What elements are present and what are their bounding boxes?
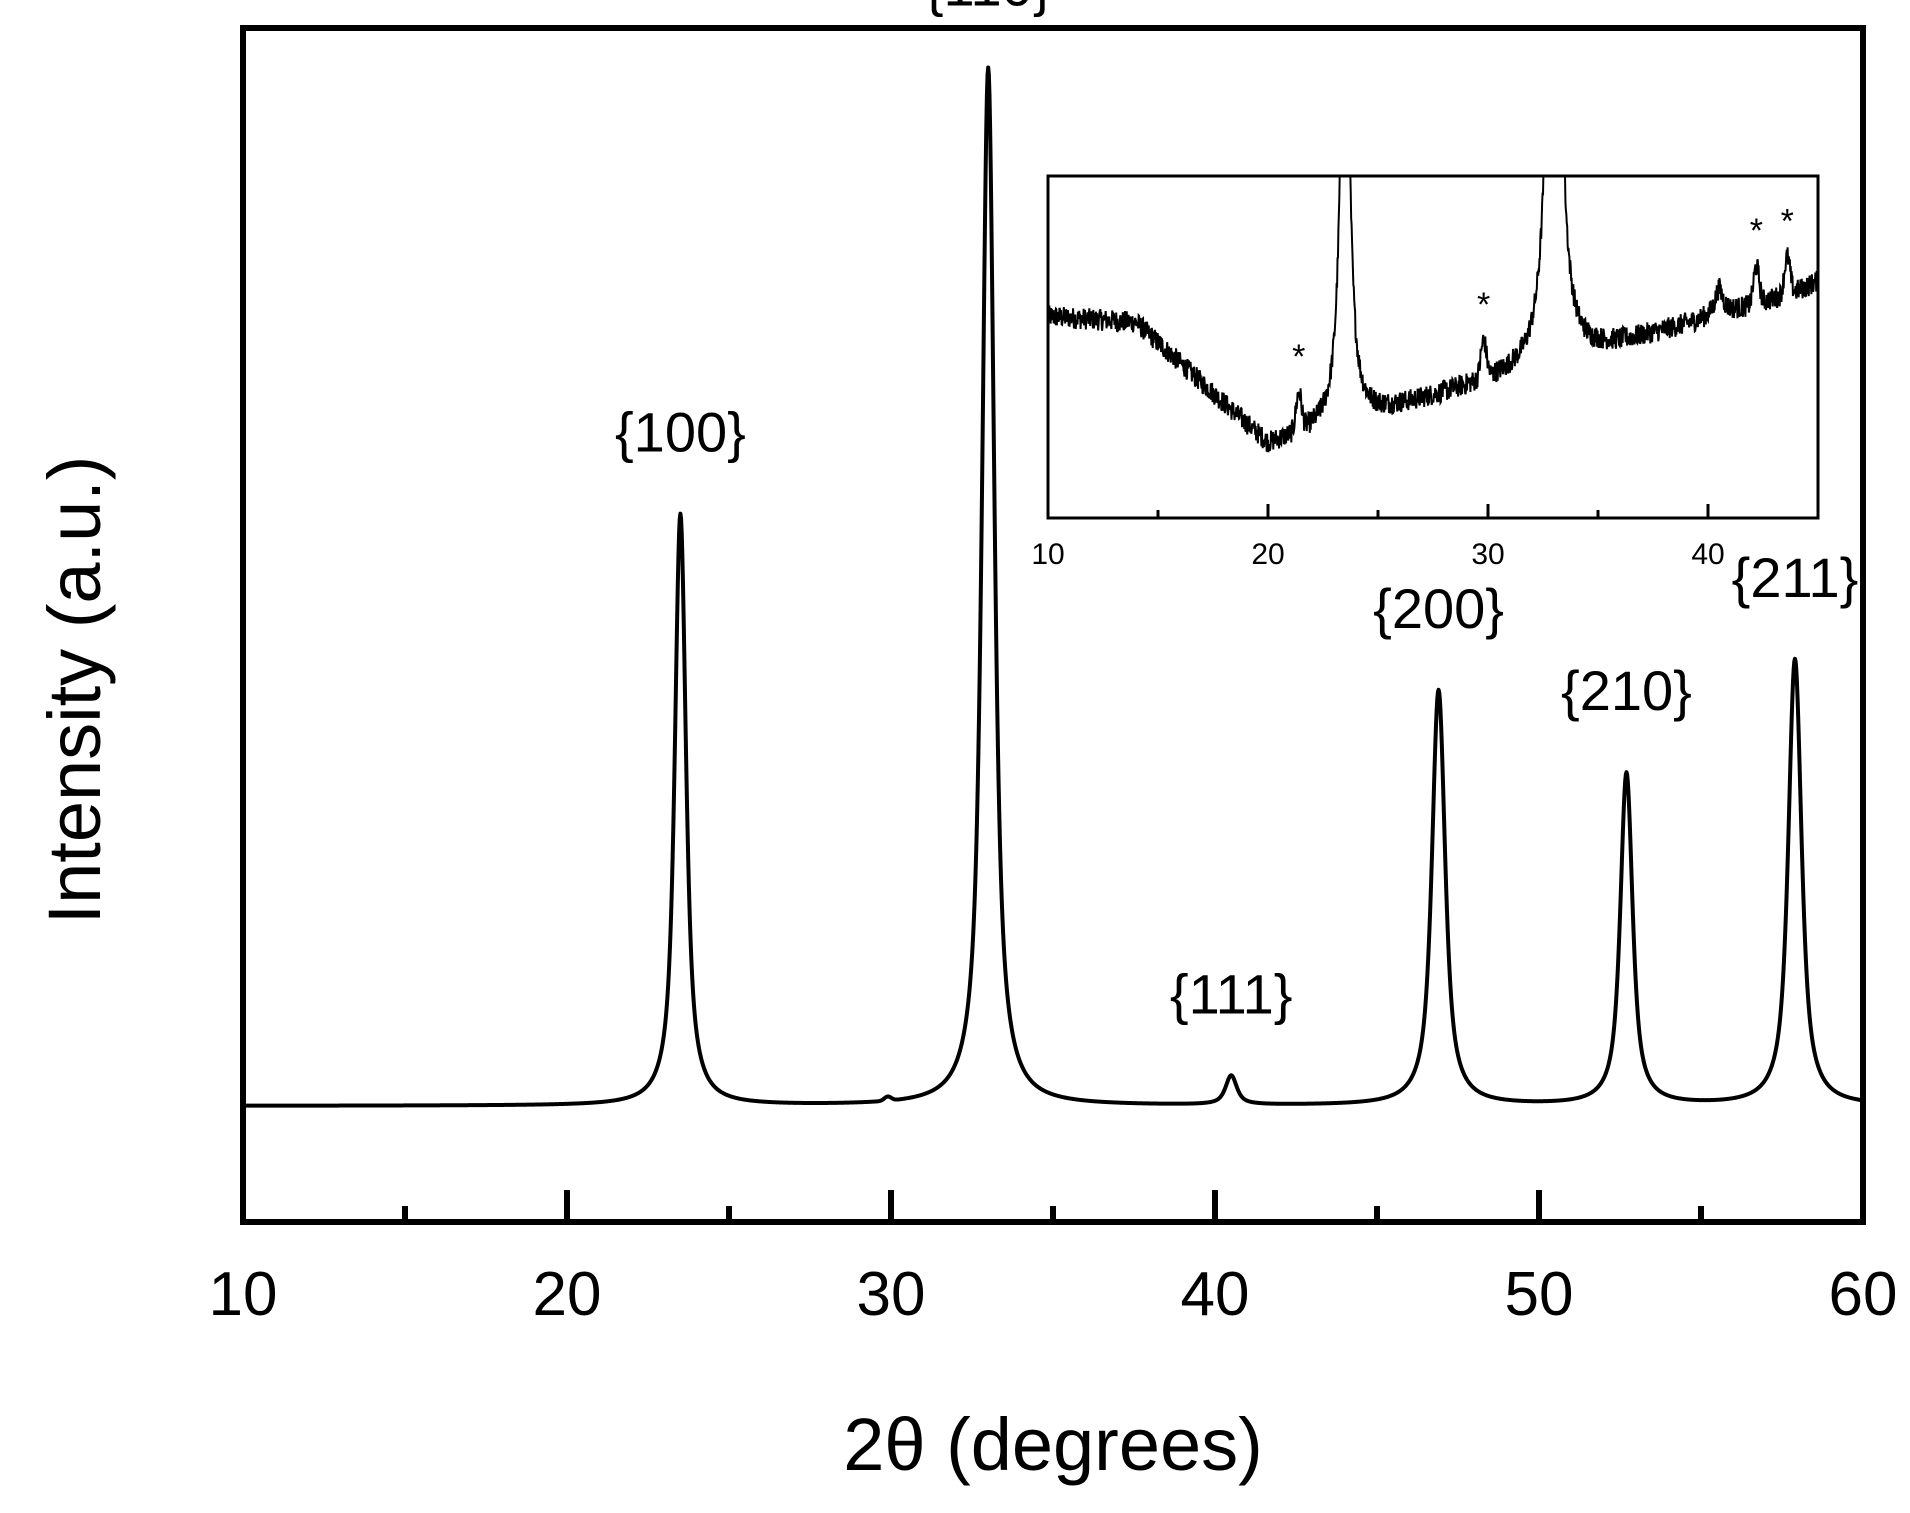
inset-chart: 10 20 30 40 * * * * — [1031, 174, 1820, 571]
main-x-ticks — [402, 1190, 1704, 1222]
inset-x-ticks — [1156, 504, 1710, 518]
main-series-line — [241, 65, 1865, 1108]
inset-impurity-markers: * * * * — [1292, 202, 1794, 376]
inset-x-tick-labels: 10 20 30 40 — [1031, 538, 1724, 571]
inset-x-tick-label-40: 40 — [1691, 538, 1724, 571]
x-tick-label-30: 30 — [857, 1260, 926, 1329]
impurity-star-4: * — [1781, 202, 1794, 240]
x-tick-label-50: 50 — [1505, 1260, 1574, 1329]
peak-label-111: {111} — [1170, 962, 1293, 1025]
inset-x-tick-label-20: 20 — [1251, 538, 1284, 571]
x-tick-label-20: 20 — [533, 1260, 602, 1329]
peak-label-110: {110} — [925, 0, 1052, 17]
x-tick-label-40: 40 — [1181, 1260, 1250, 1329]
peak-labels: {100} {110} {111} {200} {210} {211} — [615, 0, 1858, 1025]
inset-x-tick-label-30: 30 — [1471, 538, 1504, 571]
x-axis-title: 2θ (degrees) — [843, 1403, 1263, 1486]
peak-label-211: {211} — [1732, 546, 1859, 609]
peak-label-100: {100} — [615, 401, 746, 464]
peak-label-210: {210} — [1561, 659, 1692, 722]
impurity-star-1: * — [1292, 338, 1305, 376]
x-tick-label-60: 60 — [1829, 1260, 1898, 1329]
impurity-star-3: * — [1750, 212, 1763, 250]
y-axis-title: Intensity (a.u.) — [33, 456, 116, 925]
inset-x-tick-label-10: 10 — [1031, 538, 1064, 571]
peak-label-200: {200} — [1373, 577, 1504, 640]
inset-plot-frame — [1046, 174, 1820, 520]
inset-series-line — [1049, 177, 1817, 453]
main-x-tick-labels: 10 20 30 40 50 60 — [209, 1260, 1898, 1329]
x-tick-label-10: 10 — [209, 1260, 278, 1329]
impurity-star-2: * — [1477, 286, 1490, 324]
